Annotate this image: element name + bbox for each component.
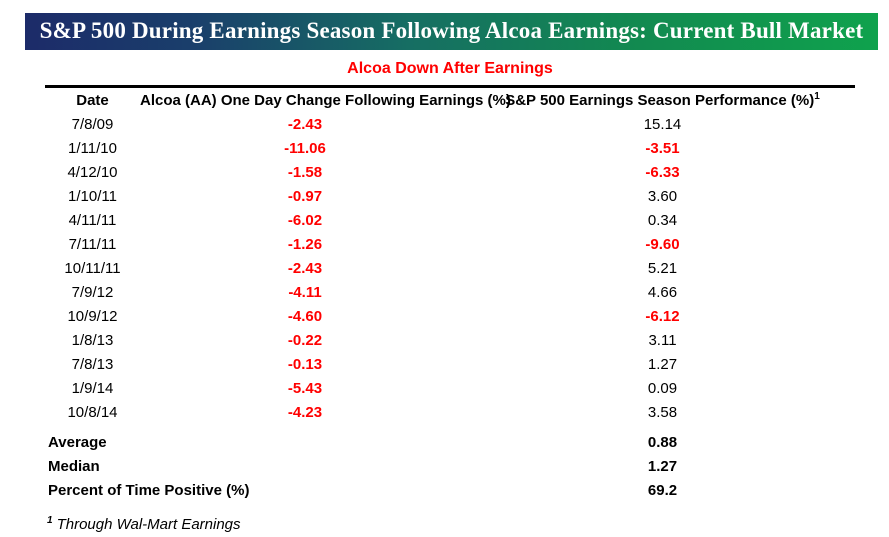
summary-section: Average 0.88 Median 1.27 Percent of Time…	[45, 431, 855, 503]
footnote: 1 Through Wal-Mart Earnings	[45, 515, 855, 533]
cell-alcoa-change: -1.58	[287, 163, 323, 181]
cell-alcoa-change: -0.97	[287, 187, 323, 205]
cell-sp500-performance: 1.27	[647, 355, 678, 373]
cell-date: 1/10/11	[68, 187, 117, 205]
table-row: 1/9/14 -5.43 0.09	[45, 376, 855, 400]
summary-value-median: 1.27	[647, 458, 678, 475]
cell-sp500-performance: 3.60	[647, 187, 678, 205]
cell-sp500-performance: 4.66	[647, 283, 678, 301]
cell-date: 1/11/10	[68, 139, 117, 157]
cell-date: 1/9/14	[71, 379, 114, 397]
footnote-marker-superscript: 1	[814, 90, 820, 102]
table-row: 7/11/11 -1.26 -9.60	[45, 232, 855, 256]
cell-alcoa-change: -5.43	[287, 379, 323, 397]
cell-alcoa-change: -2.43	[287, 259, 323, 277]
table-row: 1/8/13 -0.22 3.11	[45, 328, 855, 352]
cell-sp500-performance: -9.60	[645, 235, 680, 253]
cell-sp500-performance: 0.09	[647, 379, 678, 397]
cell-alcoa-change: -1.26	[287, 235, 323, 253]
column-header-alcoa-change: Alcoa (AA) One Day Change Following Earn…	[140, 91, 511, 109]
column-header-sp500-performance: S&P 500 Earnings Season Performance (%)1	[470, 88, 855, 112]
table-row: 1/10/11 -0.97 3.60	[45, 184, 855, 208]
column-header-sp500-text: S&P 500 Earnings Season Performance (%)	[505, 91, 815, 109]
footnote-marker: 1	[47, 515, 53, 526]
report-body: Alcoa Down After Earnings Date Alcoa (AA…	[45, 58, 855, 533]
cell-sp500-performance: 3.58	[647, 403, 678, 421]
table-row: 10/9/12 -4.60 -6.12	[45, 304, 855, 328]
cell-sp500-performance: -3.51	[645, 139, 680, 157]
cell-alcoa-change: -0.13	[287, 355, 323, 373]
table-row: 4/11/11 -6.02 0.34	[45, 208, 855, 232]
cell-sp500-performance: 15.14	[643, 115, 682, 133]
cell-alcoa-change: -2.43	[287, 115, 323, 133]
title-banner: S&P 500 During Earnings Season Following…	[25, 13, 878, 50]
cell-sp500-performance: -6.33	[645, 163, 680, 181]
cell-date: 1/8/13	[71, 331, 114, 349]
cell-alcoa-change: -6.02	[287, 211, 323, 229]
cell-date: 10/9/12	[67, 307, 118, 325]
header-row: Date Alcoa (AA) One Day Change Following…	[45, 88, 855, 112]
table-row: 10/11/11 -2.43 5.21	[45, 256, 855, 280]
table-body: 7/8/09 -2.43 15.14 1/11/10 -11.06 -3.51 …	[45, 112, 855, 424]
cell-alcoa-change: -4.23	[287, 403, 323, 421]
cell-sp500-performance: 5.21	[647, 259, 678, 277]
cell-sp500-performance: 3.11	[648, 331, 677, 349]
table-row: 7/8/13 -0.13 1.27	[45, 352, 855, 376]
earnings-table: Date Alcoa (AA) One Day Change Following…	[45, 88, 855, 424]
summary-label-median: Median	[48, 458, 100, 475]
summary-value-average: 0.88	[647, 434, 678, 451]
cell-date: 7/8/09	[71, 115, 114, 133]
summary-label-percent-positive: Percent of Time Positive (%)	[48, 482, 250, 499]
table-header: Date Alcoa (AA) One Day Change Following…	[45, 88, 855, 112]
summary-row-percent-positive: Percent of Time Positive (%) 69.2	[45, 479, 855, 503]
cell-alcoa-change: -0.22	[287, 331, 323, 349]
cell-date: 7/9/12	[71, 283, 114, 301]
table-row: 10/8/14 -4.23 3.58	[45, 400, 855, 424]
summary-label-average: Average	[48, 434, 107, 451]
summary-row-median: Median 1.27	[45, 455, 855, 479]
cell-sp500-performance: -6.12	[645, 307, 680, 325]
cell-date: 10/8/14	[67, 403, 118, 421]
table-subtitle: Alcoa Down After Earnings	[347, 60, 553, 77]
table-row: 7/9/12 -4.11 4.66	[45, 280, 855, 304]
cell-alcoa-change: -11.06	[284, 139, 326, 157]
cell-date: 10/11/11	[64, 259, 121, 277]
table-row: 4/12/10 -1.58 -6.33	[45, 160, 855, 184]
cell-alcoa-change: -4.60	[287, 307, 323, 325]
cell-date: 4/11/11	[68, 211, 117, 229]
page-title: S&P 500 During Earnings Season Following…	[39, 18, 864, 43]
summary-value-percent-positive: 69.2	[647, 482, 678, 499]
cell-date: 7/11/11	[68, 235, 117, 253]
column-header-date: Date	[76, 91, 109, 109]
header-divider	[45, 85, 855, 88]
table-row: 7/8/09 -2.43 15.14	[45, 112, 855, 136]
cell-sp500-performance: 0.34	[647, 211, 678, 229]
cell-date: 4/12/10	[67, 163, 118, 181]
table-row: 1/11/10 -11.06 -3.51	[45, 136, 855, 160]
cell-alcoa-change: -4.11	[288, 283, 322, 301]
footnote-text: Through Wal-Mart Earnings	[56, 516, 241, 533]
cell-date: 7/8/13	[71, 355, 114, 373]
summary-row-average: Average 0.88	[45, 431, 855, 455]
